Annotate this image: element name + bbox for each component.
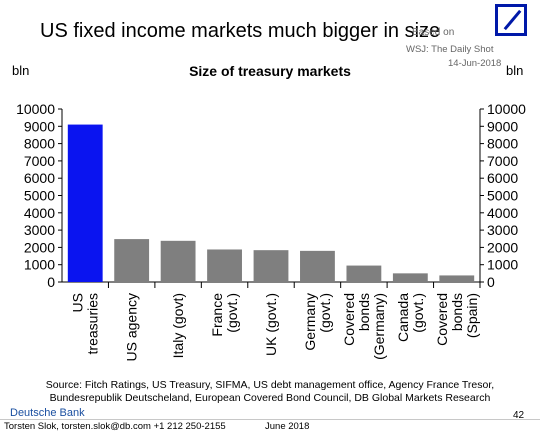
footer-divider [0,419,540,420]
y-axis-label-right: bln [506,63,524,78]
y-tick-label-right: 1000 [487,257,518,273]
y-tick-label-left: 1000 [24,257,55,273]
y-tick-label-right: 6000 [487,170,518,186]
y-tick-label-right: 5000 [487,188,518,204]
bar-1 [114,239,150,282]
category-label-5: Germany(govt.) [302,293,333,351]
bar-0 [67,124,103,282]
y-tick-label-left: 2000 [24,239,55,255]
source-line-1: Source: Fitch Ratings, US Treasury, SIFM… [45,379,495,391]
y-tick-label-left: 10000 [16,101,55,117]
category-label-7: Canada(govt.) [395,293,426,342]
bar-2 [160,240,196,282]
category-label-0: UStreasuries [70,293,101,354]
bar-8 [439,275,475,282]
y-tick-label-right: 9000 [487,118,518,134]
y-tick-label-right: 8000 [487,136,518,152]
y-tick-label-right: 0 [487,274,495,290]
y-tick-label-left: 8000 [24,136,55,152]
bar-7 [392,273,428,282]
chart-title: Size of treasury markets [189,63,351,79]
y-tick-label-left: 7000 [24,153,55,169]
category-label-2: Italy (govt) [170,293,186,358]
y-tick-label-left: 0 [47,274,55,290]
y-tick-label-left: 9000 [24,118,55,134]
bar-3 [207,249,242,282]
category-label-6: Coveredbonds(Germany) [341,293,387,360]
source-tag: WSJ: The Daily Shot [406,44,494,55]
deutsche-bank-logo-icon [495,4,527,36]
page-number: 42 [513,410,525,421]
header-date: 14-Jun-2018 [448,58,502,69]
footer-month: June 2018 [265,421,310,432]
y-tick-label-right: 7000 [487,153,518,169]
y-tick-label-left: 6000 [24,170,55,186]
bar-4 [253,250,289,282]
bar-6 [346,265,382,282]
y-axis-label-left: bln [12,63,30,78]
y-tick-label-left: 3000 [24,222,55,238]
category-label-1: US agency [124,293,140,361]
headline: US fixed income markets much bigger in s… [40,20,441,42]
y-tick-label-left: 5000 [24,188,55,204]
y-tick-label-right: 2000 [487,239,518,255]
author-contact: Torsten Slok, torsten.slok@db.com +1 212… [4,421,226,432]
y-tick-label-right: 4000 [487,205,518,221]
bar-5 [300,250,335,282]
bank-name: Deutsche Bank [10,407,85,419]
y-tick-label-right: 10000 [487,101,526,117]
source-note: Source: Fitch Ratings, US Treasury, SIFM… [0,379,540,405]
category-label-3: France(govt.) [209,293,240,337]
y-tick-label-left: 4000 [24,205,55,221]
based-on-label: Based on [412,27,455,38]
category-label-4: UK (govt.) [263,293,279,356]
y-tick-label-right: 3000 [487,222,518,238]
source-line-2: Bundesrepublik Deutscheland, European Co… [49,392,491,404]
category-label-8: Coveredbonds(Spain) [434,293,480,346]
